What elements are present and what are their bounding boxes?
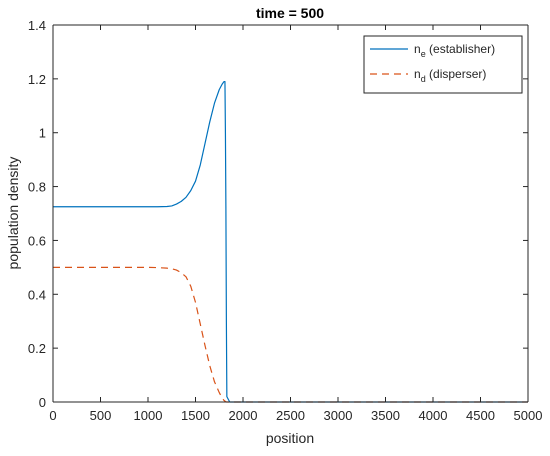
legend-label-disperser: nd (disperser) bbox=[414, 67, 486, 84]
y-tick-label: 1.4 bbox=[28, 18, 46, 33]
y-tick-label: 1.2 bbox=[28, 72, 46, 87]
x-axis-label: position bbox=[266, 430, 314, 446]
x-tick-label: 5000 bbox=[514, 408, 543, 423]
legend-establisher-base: n bbox=[414, 42, 421, 56]
x-tick-label: 0 bbox=[49, 408, 56, 423]
legend-establisher-sub: e bbox=[421, 49, 426, 59]
y-tick-label: 0.6 bbox=[28, 233, 46, 248]
x-tick-label: 2000 bbox=[229, 408, 258, 423]
legend: ne (establisher) nd (disperser) bbox=[363, 35, 523, 94]
legend-label-establisher: ne (establisher) bbox=[414, 42, 495, 59]
x-tick-label: 1000 bbox=[134, 408, 163, 423]
y-tick-label: 0.8 bbox=[28, 180, 46, 195]
chart-title: time = 500 bbox=[256, 5, 324, 21]
legend-disperser-rest: (disperser) bbox=[426, 67, 487, 81]
y-tick-label: 1 bbox=[39, 126, 46, 141]
x-tick-label: 3500 bbox=[371, 408, 400, 423]
x-tick-label: 4500 bbox=[466, 408, 495, 423]
y-axis-label: population density bbox=[5, 157, 21, 270]
series-line-establisher bbox=[53, 80, 528, 403]
y-tick-label: 0.4 bbox=[28, 287, 46, 302]
x-tick-label: 500 bbox=[90, 408, 112, 423]
legend-disperser-base: n bbox=[414, 67, 421, 81]
y-tick-label: 0.2 bbox=[28, 341, 46, 356]
ticks-layer: 0 500 1000 1500 2000 2500 3000 3500 4000 4500 5000… bbox=[28, 18, 543, 423]
x-tick-label: 3000 bbox=[324, 408, 353, 423]
x-tick-label: 1500 bbox=[181, 408, 210, 423]
legend-box bbox=[363, 35, 523, 94]
x-tick-label: 4000 bbox=[419, 408, 448, 423]
legend-establisher-rest: (establisher) bbox=[426, 42, 495, 56]
legend-disperser-sub: d bbox=[421, 74, 426, 84]
x-tick-label: 2500 bbox=[276, 408, 305, 423]
y-tick-label: 0 bbox=[39, 395, 46, 410]
